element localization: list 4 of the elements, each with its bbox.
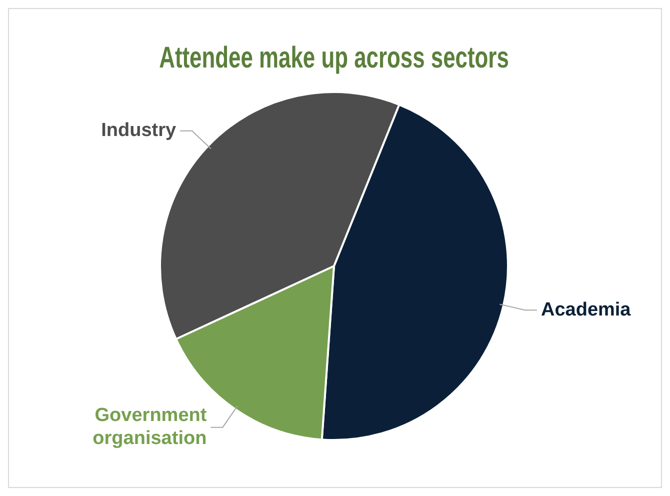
slice-label: Industry bbox=[101, 120, 176, 142]
slice-label: Government organisation bbox=[92, 405, 208, 450]
chart-title: Attendee make up across sectors bbox=[159, 40, 509, 74]
slice-label: Academia bbox=[540, 299, 632, 320]
